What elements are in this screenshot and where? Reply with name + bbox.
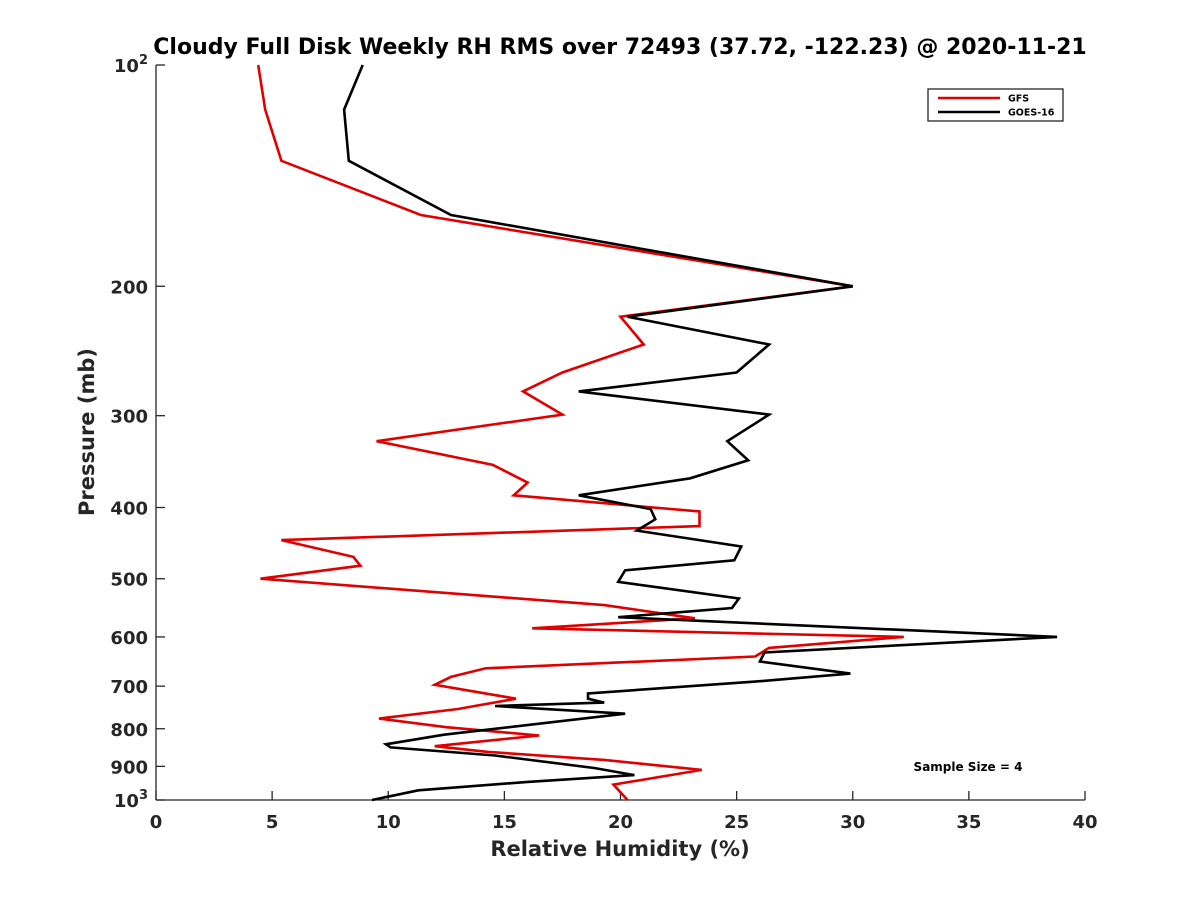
x-tick-label: 5 — [266, 812, 279, 833]
y-tick-label: 102 — [114, 53, 148, 77]
series-line — [342, 64, 1058, 802]
x-axis-ticks: 0 5 10 15 20 25 30 35 40 — [150, 791, 1098, 833]
y-axis-ticks: 102 200 300 400 500 600 700 800 900 103 — [110, 53, 165, 812]
x-tick-label: 10 — [376, 812, 401, 833]
y-tick-label: 600 — [110, 628, 148, 649]
series-line — [256, 64, 904, 801]
legend-label: GFS — [1008, 94, 1029, 105]
legend-label: GOES-16 — [1008, 108, 1055, 119]
x-axis-label: Relative Humidity (%) — [490, 837, 749, 861]
y-tick-label: 500 — [110, 570, 148, 591]
y-axis-label: Pressure (mb) — [75, 348, 99, 516]
series-goes-16 — [342, 64, 1058, 802]
plot-area — [155, 65, 1085, 801]
y-tick-label: 700 — [110, 677, 148, 698]
x-tick-label: 30 — [840, 812, 865, 833]
legend: GFS GOES-16 — [927, 88, 1064, 122]
y-tick-label: 300 — [110, 407, 148, 428]
chart-title: Cloudy Full Disk Weekly RH RMS over 7249… — [153, 35, 1086, 60]
y-tick-label: 800 — [110, 720, 148, 741]
series-gfs — [256, 64, 904, 801]
x-tick-label: 0 — [150, 812, 163, 833]
x-tick-label: 20 — [608, 812, 633, 833]
x-tick-label: 40 — [1072, 812, 1097, 833]
y-tick-label: 200 — [110, 277, 148, 298]
x-tick-label: 25 — [724, 812, 749, 833]
legend-box — [927, 88, 1064, 122]
y-tick-label: 103 — [114, 788, 148, 812]
y-tick-label: 900 — [110, 757, 148, 778]
sample-size-annotation: Sample Size = 4 — [914, 760, 1023, 774]
series-layer — [256, 64, 1058, 802]
x-tick-label: 15 — [492, 812, 517, 833]
y-tick-label: 400 — [110, 499, 148, 520]
x-tick-label: 35 — [956, 812, 981, 833]
